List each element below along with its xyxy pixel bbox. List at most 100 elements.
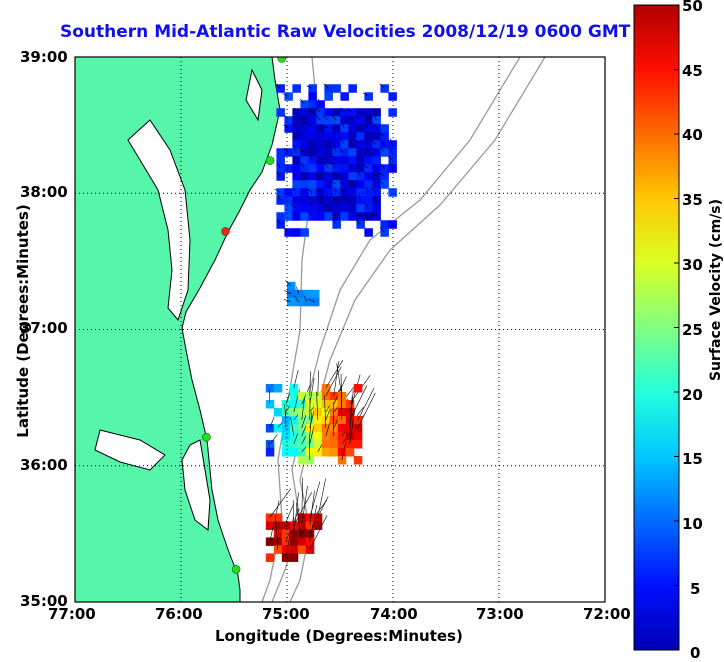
velocity-cell bbox=[284, 212, 293, 221]
velocity-cell bbox=[276, 220, 285, 229]
velocity-cell bbox=[316, 180, 325, 189]
velocity-cell bbox=[330, 416, 339, 425]
velocity-cell bbox=[290, 521, 299, 530]
velocity-cell bbox=[340, 212, 349, 221]
velocity-cell bbox=[346, 408, 355, 417]
velocity-cell bbox=[306, 456, 315, 465]
velocity-cell bbox=[330, 448, 339, 457]
velocity-cell bbox=[266, 384, 275, 393]
velocity-cell bbox=[292, 108, 301, 117]
velocity-cell bbox=[332, 180, 341, 189]
velocity-cell bbox=[276, 188, 285, 197]
velocity-cell bbox=[298, 537, 307, 546]
velocity-cell bbox=[372, 108, 381, 117]
velocity-cell bbox=[316, 172, 325, 181]
velocity-cell bbox=[308, 188, 317, 197]
velocity-cell bbox=[292, 156, 301, 165]
velocity-cell bbox=[300, 124, 309, 133]
velocity-cell bbox=[314, 400, 323, 409]
velocity-cell bbox=[274, 537, 283, 546]
velocity-cell bbox=[348, 156, 357, 165]
velocity-cell bbox=[316, 156, 325, 165]
velocity-cell bbox=[308, 140, 317, 149]
colorbar-tick-label: 45 bbox=[682, 62, 703, 80]
velocity-cell bbox=[332, 124, 341, 133]
velocity-cell bbox=[330, 408, 339, 417]
x-tick-label: 76:00 bbox=[155, 605, 203, 623]
velocity-cell bbox=[372, 196, 381, 205]
velocity-cell bbox=[276, 172, 285, 181]
velocity-cell bbox=[284, 204, 293, 213]
velocity-cell bbox=[324, 148, 333, 157]
velocity-cell bbox=[356, 180, 365, 189]
velocity-cell bbox=[306, 529, 315, 538]
velocity-cell bbox=[364, 124, 373, 133]
velocity-cell bbox=[348, 188, 357, 197]
velocity-cell bbox=[311, 290, 320, 299]
velocity-cell bbox=[364, 156, 373, 165]
velocity-cell bbox=[322, 416, 331, 425]
velocity-cell bbox=[356, 140, 365, 149]
y-tick-label: 38:00 bbox=[20, 183, 68, 201]
velocity-cell bbox=[306, 545, 315, 554]
velocity-cell bbox=[300, 212, 309, 221]
velocity-cell bbox=[324, 164, 333, 173]
velocity-cell bbox=[287, 298, 296, 307]
velocity-cell bbox=[266, 448, 275, 457]
velocity-cell bbox=[364, 148, 373, 157]
velocity-cell bbox=[324, 124, 333, 133]
colorbar-tick-label: 35 bbox=[682, 191, 703, 209]
velocity-cell bbox=[298, 432, 307, 441]
velocity-cell bbox=[380, 132, 389, 141]
velocity-cell bbox=[276, 148, 285, 157]
velocity-cell bbox=[266, 537, 275, 546]
velocity-cell bbox=[298, 400, 307, 409]
velocity-cell bbox=[306, 448, 315, 457]
velocity-cell bbox=[306, 513, 315, 522]
velocity-cell bbox=[340, 92, 349, 101]
colorbar bbox=[634, 5, 679, 650]
velocity-cell bbox=[308, 164, 317, 173]
velocity-cell bbox=[324, 92, 333, 101]
velocity-cell bbox=[276, 164, 285, 173]
radar-station-marker bbox=[222, 227, 230, 235]
velocity-cell bbox=[372, 140, 381, 149]
velocity-cell bbox=[340, 172, 349, 181]
velocity-cell bbox=[364, 140, 373, 149]
velocity-cell bbox=[292, 148, 301, 157]
velocity-vector bbox=[358, 388, 374, 420]
velocity-cell bbox=[356, 212, 365, 221]
velocity-cell bbox=[316, 204, 325, 213]
velocity-cell bbox=[300, 196, 309, 205]
velocity-cell bbox=[308, 100, 317, 109]
velocity-cell bbox=[308, 180, 317, 189]
velocity-cell bbox=[284, 164, 293, 173]
colorbar-tick-label: 10 bbox=[682, 515, 703, 533]
velocity-cell bbox=[372, 172, 381, 181]
velocity-cell bbox=[338, 448, 347, 457]
velocity-cell bbox=[282, 448, 291, 457]
velocity-cell bbox=[298, 529, 307, 538]
colorbar-tick-label: 5 bbox=[690, 580, 700, 598]
velocity-cell bbox=[316, 196, 325, 205]
x-tick-label: 73:00 bbox=[476, 605, 524, 623]
velocity-cell bbox=[282, 545, 291, 554]
colorbar-tick-label: 30 bbox=[682, 256, 703, 274]
velocity-cell bbox=[300, 172, 309, 181]
velocity-cell bbox=[316, 140, 325, 149]
velocity-cell bbox=[364, 188, 373, 197]
velocity-cell bbox=[324, 212, 333, 221]
velocity-cell bbox=[348, 212, 357, 221]
velocity-cell bbox=[340, 108, 349, 117]
colorbar-label: Surface Velocity (cm/s) bbox=[708, 170, 724, 410]
radar-station-marker bbox=[266, 157, 274, 165]
velocity-cell bbox=[380, 164, 389, 173]
velocity-cell bbox=[338, 456, 347, 465]
velocity-cell bbox=[372, 164, 381, 173]
velocity-cell bbox=[284, 124, 293, 133]
velocity-cell bbox=[354, 424, 363, 433]
velocity-cell bbox=[314, 521, 323, 530]
velocity-cell bbox=[314, 416, 323, 425]
velocity-cell bbox=[338, 392, 347, 401]
